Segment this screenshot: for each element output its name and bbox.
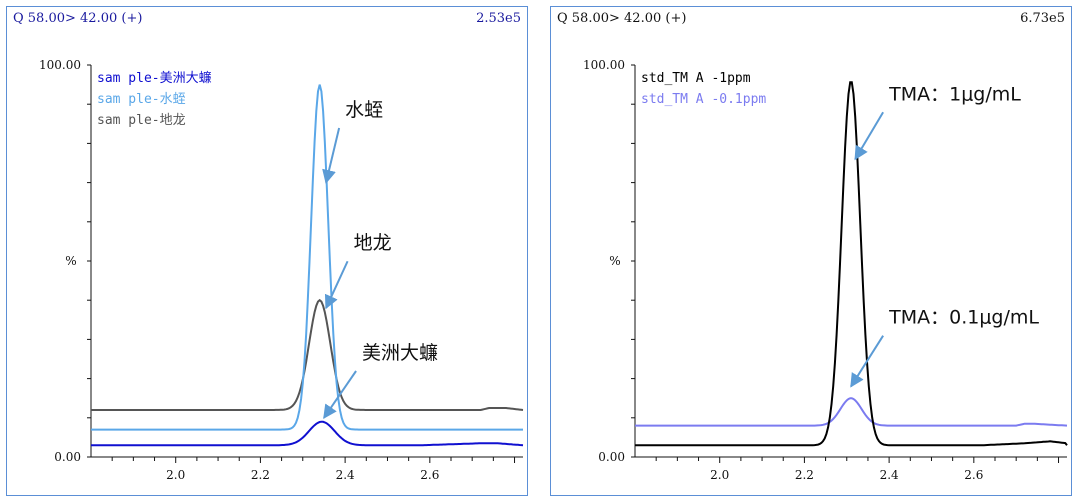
annotation-arrow: [324, 260, 349, 310]
x-tick-label: 2.6: [964, 468, 983, 482]
legend-entry: std_TM A -1ppm: [641, 71, 751, 86]
annotation-arrow: [850, 335, 884, 388]
y-tick-label: 0.00: [598, 450, 625, 464]
annotation-label: 地龙: [354, 232, 392, 254]
series-line-0: [635, 81, 1068, 447]
annotation-label: 美洲大蠊: [362, 342, 438, 364]
annotation-arrow: [323, 370, 357, 419]
y-tick-label: 100.00: [39, 58, 81, 72]
legend-entry: sam ple-地龙: [97, 113, 186, 128]
series-line-2: [91, 298, 524, 411]
annotation-arrow: [854, 111, 884, 161]
intensity-label: 6.73e5: [1020, 11, 1065, 26]
annotation-label: 水蛭: [345, 99, 383, 121]
x-tick-label: 2.2: [251, 468, 270, 482]
channel-header: Q 58.00> 42.00 (+): [557, 11, 687, 26]
x-tick-label: 2.6: [420, 468, 439, 482]
x-tick-label: 2.4: [336, 468, 355, 482]
chart-panel-right: Q 58.00> 42.00 (+) 6.73e5 100.00 0.00% 2.0…: [550, 6, 1072, 496]
series-line-1: [91, 84, 523, 431]
annotation-arrow: [322, 127, 341, 184]
intensity-label: 2.53e5: [476, 11, 521, 26]
y-axis-label: %: [609, 254, 620, 268]
y-tick-label: 0.00: [54, 450, 81, 464]
series-line-0: [91, 420, 524, 447]
chart-svg-right: 100.00 0.00% 2.0 2.2 2.4 2.6 std_TM A -1ppm std…: [583, 58, 1068, 482]
chart-panel-left: Q 58.00> 42.00 (+) 2.53e5 100.00 0.00% 2.0…: [6, 6, 528, 496]
x-tick-label: 2.0: [166, 468, 185, 482]
y-axis-label: %: [65, 254, 76, 268]
legend-entry: sam ple-美洲大蠊: [97, 70, 212, 86]
x-tick-label: 2.2: [795, 468, 814, 482]
legend-entry: std_TM A -0.1ppm: [641, 92, 766, 107]
annotation-label: TMA：0.1μg/mL: [888, 307, 1039, 329]
x-tick-label: 2.4: [880, 468, 899, 482]
channel-header: Q 58.00> 42.00 (+): [13, 11, 143, 26]
legend-entry: sam ple-水蛭: [97, 92, 186, 107]
chart-svg-left: 100.00 0.00% 2.0 2.2 2.4 2.6 sam ple-美洲大蠊 sam p…: [39, 58, 524, 482]
series-line-1: [635, 397, 1068, 427]
x-tick-label: 2.0: [710, 468, 729, 482]
y-tick-label: 100.00: [583, 58, 625, 72]
annotation-label: TMA：1μg/mL: [888, 83, 1021, 105]
